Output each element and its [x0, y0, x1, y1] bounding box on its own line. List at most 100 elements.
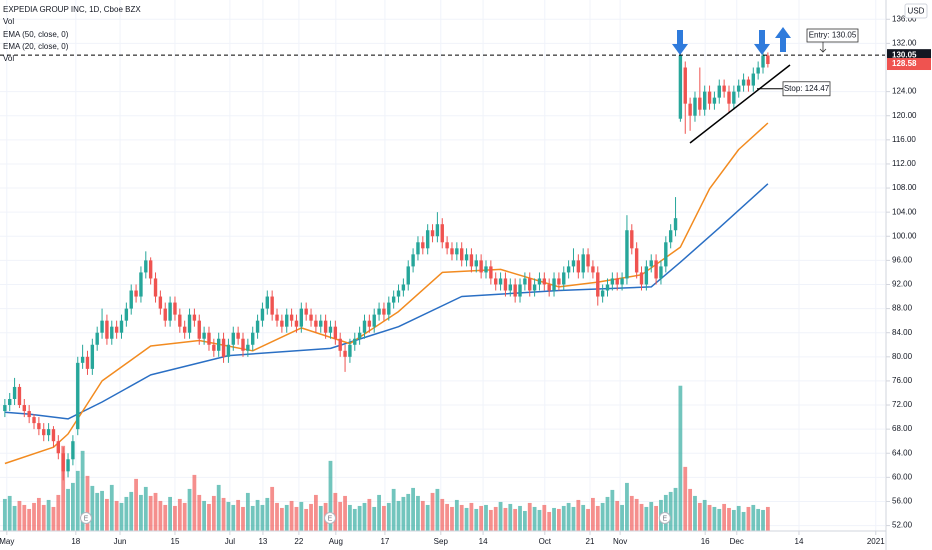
volume-bar	[518, 505, 522, 531]
volume-bar	[416, 495, 420, 531]
candle-body	[727, 91, 731, 104]
volume-bar	[2, 498, 7, 531]
volume-bar	[561, 505, 566, 531]
volume-bar	[600, 502, 605, 531]
volume-bar	[717, 508, 722, 531]
volume-bar	[693, 495, 697, 531]
volume-bar	[362, 502, 367, 531]
x-tick-label: Dec	[730, 537, 744, 546]
volume-bar	[182, 502, 187, 531]
candle-body	[751, 73, 755, 86]
candle-body	[639, 272, 644, 285]
candle-body	[139, 272, 143, 297]
candle-body	[197, 320, 201, 339]
volume-bar	[357, 505, 362, 531]
x-tick-label: 18	[71, 537, 80, 546]
y-tick-label: 104.00	[892, 207, 917, 216]
candle-body	[756, 67, 760, 74]
candle-body	[702, 91, 707, 110]
axis-layer: 52.00 56.00 60.00 64.00 68.00 72.00 76.00 80.00…	[0, 14, 931, 546]
candle-body	[596, 272, 600, 297]
volume-bar	[231, 504, 236, 531]
x-tick-label: 22	[294, 537, 303, 546]
legend: EXPEDIA GROUP INC, 1D, Cboe BZX Vol EMA …	[3, 5, 141, 63]
candle-body	[528, 278, 532, 291]
volume-bar	[124, 496, 129, 531]
candle-body	[134, 290, 138, 297]
candle-body	[353, 338, 357, 345]
candle-body	[513, 284, 517, 297]
candle-body	[377, 308, 381, 315]
volume-bar	[328, 460, 333, 531]
candle-body	[212, 344, 216, 351]
y-tick-label: 132.00	[892, 39, 917, 48]
volume-bar	[187, 488, 192, 531]
candle-body	[571, 260, 576, 267]
candle-layer	[3, 49, 770, 481]
currency-box[interactable]	[904, 3, 928, 19]
candle-body	[649, 260, 653, 267]
candle-body	[610, 278, 615, 285]
candle-body	[100, 320, 104, 333]
x-tick-label: Oct	[539, 537, 552, 546]
candle-body	[474, 260, 478, 267]
volume-bar	[139, 494, 143, 531]
volume-bar	[581, 504, 586, 531]
candle-body	[489, 266, 493, 279]
volume-bar	[591, 497, 595, 531]
volume-bar	[736, 505, 741, 531]
y-tick-label: 52.00	[892, 521, 913, 530]
candle-body	[95, 332, 99, 345]
x-tick-label: 14	[479, 537, 488, 546]
volume-bar	[279, 507, 284, 531]
candle-body	[27, 411, 31, 418]
candle-body	[153, 278, 158, 297]
candle-body	[289, 314, 294, 321]
volume-bar	[7, 495, 12, 531]
earnings-label: E	[328, 515, 333, 522]
candle-body	[66, 459, 70, 472]
candle-body	[348, 344, 352, 357]
volume-bar	[163, 504, 168, 531]
candle-body	[722, 85, 726, 92]
candle-body	[523, 278, 527, 285]
volume-bar	[746, 506, 751, 531]
volume-bar	[289, 500, 294, 531]
candle-body	[8, 399, 12, 406]
candle-body	[542, 278, 547, 285]
y-tick-label: 88.00	[892, 304, 913, 313]
volume-bar	[226, 501, 231, 531]
volume-bar	[158, 500, 163, 531]
volume-bar	[498, 501, 503, 531]
volume-bar	[22, 504, 27, 531]
candle-body	[717, 85, 721, 98]
candle-body	[401, 284, 406, 291]
volume-bar	[338, 501, 343, 531]
candle-body	[294, 320, 299, 327]
candle-body	[119, 320, 124, 333]
candle-body	[683, 67, 687, 104]
candle-body	[173, 302, 177, 315]
candle-body	[333, 326, 338, 339]
candle-body	[265, 296, 269, 309]
x-tick-label: May	[0, 537, 14, 546]
x-tick-label: 17	[380, 537, 389, 546]
candle-body	[659, 266, 663, 279]
candle-body	[396, 290, 401, 297]
volume-bar	[454, 499, 459, 531]
earnings-marker	[658, 512, 671, 524]
volume-bar	[270, 486, 275, 531]
currency: USD	[908, 7, 925, 16]
volume-bar	[75, 470, 80, 531]
x-tick-label: 16	[701, 537, 710, 546]
volume-bar	[348, 504, 352, 531]
volume-bar	[741, 511, 746, 531]
volume-bar	[673, 487, 678, 531]
candle-body	[591, 266, 595, 273]
volume-bar	[406, 493, 411, 531]
candle-body	[411, 254, 415, 267]
x-tick-label: 2021	[867, 537, 885, 546]
volume-bar	[143, 486, 148, 531]
candle-body	[304, 308, 308, 315]
candle-body	[362, 320, 367, 333]
